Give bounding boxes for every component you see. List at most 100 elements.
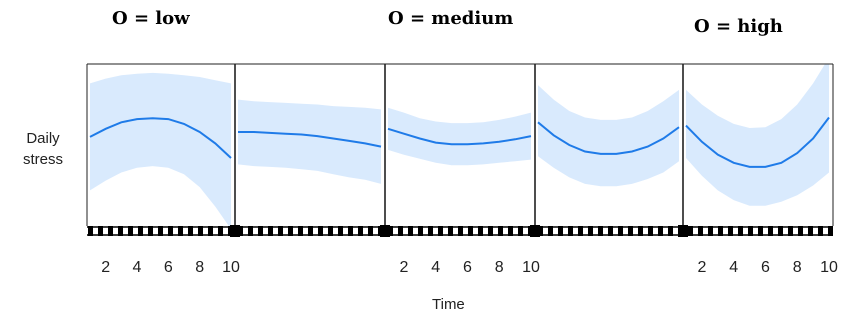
- rug-tick: [728, 226, 733, 236]
- rug-tick: [658, 226, 663, 236]
- y-axis-label: Daily stress: [22, 130, 63, 168]
- rug-tick: [288, 226, 293, 236]
- x-tick-label: 6: [164, 259, 173, 276]
- x-axis-label: Time: [432, 296, 465, 313]
- rug-tick: [278, 226, 283, 236]
- rug-tick: [618, 226, 623, 236]
- rug-tick: [688, 226, 693, 236]
- rug-tick: [508, 226, 513, 236]
- rug-tick: [238, 226, 243, 236]
- rug-tick: [458, 226, 463, 236]
- rug-tick: [738, 226, 743, 236]
- rug-tick: [248, 226, 253, 236]
- rug-tick: [488, 226, 493, 236]
- series-line-3: [387, 127, 532, 146]
- rug-tick: [108, 226, 113, 236]
- rug-tick: [698, 226, 703, 236]
- series-line-2: [238, 131, 382, 148]
- rug-tick: [388, 226, 393, 236]
- x-tick-label: 10: [222, 259, 240, 276]
- rug-tick: [188, 226, 193, 236]
- x-tick-label: 4: [729, 259, 738, 276]
- x-tick-label: 4: [133, 259, 142, 276]
- rug-tick: [398, 226, 403, 236]
- rug-tick: [358, 226, 363, 236]
- rug-tick: [558, 226, 563, 236]
- x-tick-label: 8: [495, 259, 504, 276]
- rug-tick: [148, 226, 153, 236]
- rug-tick: [808, 226, 813, 236]
- rug-tick: [368, 226, 373, 236]
- confidence-band-3: [388, 107, 531, 166]
- rug-tick: [628, 226, 633, 236]
- rug-tick: [758, 226, 763, 236]
- group-title-low: O = low: [112, 8, 190, 29]
- x-tick-label: 10: [820, 259, 838, 276]
- rug-tick: [448, 226, 453, 236]
- rug-tick: [118, 226, 123, 236]
- rug-tick: [768, 226, 773, 236]
- rug-tick: [708, 226, 713, 236]
- rug-tick: [538, 226, 543, 236]
- rug-boundary-block: [230, 225, 240, 237]
- rug-tick: [128, 226, 133, 236]
- rug-tick: [168, 226, 173, 236]
- x-tick-label: 2: [697, 259, 706, 276]
- rug-boundary-block: [380, 225, 390, 237]
- rug-tick: [668, 226, 673, 236]
- rug-tick: [328, 226, 333, 236]
- rug-tick: [318, 226, 323, 236]
- rug-tick: [308, 226, 313, 236]
- confidence-band-1: [90, 72, 231, 226]
- x-tick-label: 4: [431, 259, 440, 276]
- rug-tick: [518, 226, 523, 236]
- rug-tick: [198, 226, 203, 236]
- rug-tick: [158, 226, 163, 236]
- rug-tick: [408, 226, 413, 236]
- rug-tick: [608, 226, 613, 236]
- rug-tick: [788, 226, 793, 236]
- rug-tick: [828, 226, 833, 236]
- series-line-5: [685, 116, 830, 168]
- x-tick-label: 8: [793, 259, 802, 276]
- series-line-1: [89, 117, 232, 159]
- rug-tick: [578, 226, 583, 236]
- rug-tick: [818, 226, 823, 236]
- rug-tick: [748, 226, 753, 236]
- rug-tick: [498, 226, 503, 236]
- rug-tick: [258, 226, 263, 236]
- rug-tick: [798, 226, 803, 236]
- rug-tick: [98, 226, 103, 236]
- confidence-band-5: [686, 64, 829, 206]
- rug-tick: [178, 226, 183, 236]
- rug-tick: [438, 226, 443, 236]
- rug-tick: [418, 226, 423, 236]
- rug-tick: [138, 226, 143, 236]
- rug-tick: [568, 226, 573, 236]
- confidence-band-4: [538, 85, 679, 187]
- rug-tick: [638, 226, 643, 236]
- group-title-high: O = high: [694, 16, 783, 37]
- rug-tick: [338, 226, 343, 236]
- x-tick-label: 2: [101, 259, 110, 276]
- x-tick-label: 8: [195, 259, 204, 276]
- rug-tick: [718, 226, 723, 236]
- rug-tick: [548, 226, 553, 236]
- series-line-4: [537, 121, 680, 155]
- rug-tick: [468, 226, 473, 236]
- rug-tick: [88, 226, 93, 236]
- rug-boundary-block: [530, 225, 540, 237]
- rug-tick: [428, 226, 433, 236]
- rug-tick: [218, 226, 223, 236]
- x-tick-label: 6: [761, 259, 770, 276]
- rug-tick: [478, 226, 483, 236]
- confidence-band-2: [238, 99, 381, 184]
- rug-boundary-block: [678, 225, 688, 237]
- x-tick-label: 2: [399, 259, 408, 276]
- rug-tick: [348, 226, 353, 236]
- rug-tick: [778, 226, 783, 236]
- rug-tick: [208, 226, 213, 236]
- group-title-medium: O = medium: [388, 8, 514, 29]
- x-tick-label: 10: [522, 259, 540, 276]
